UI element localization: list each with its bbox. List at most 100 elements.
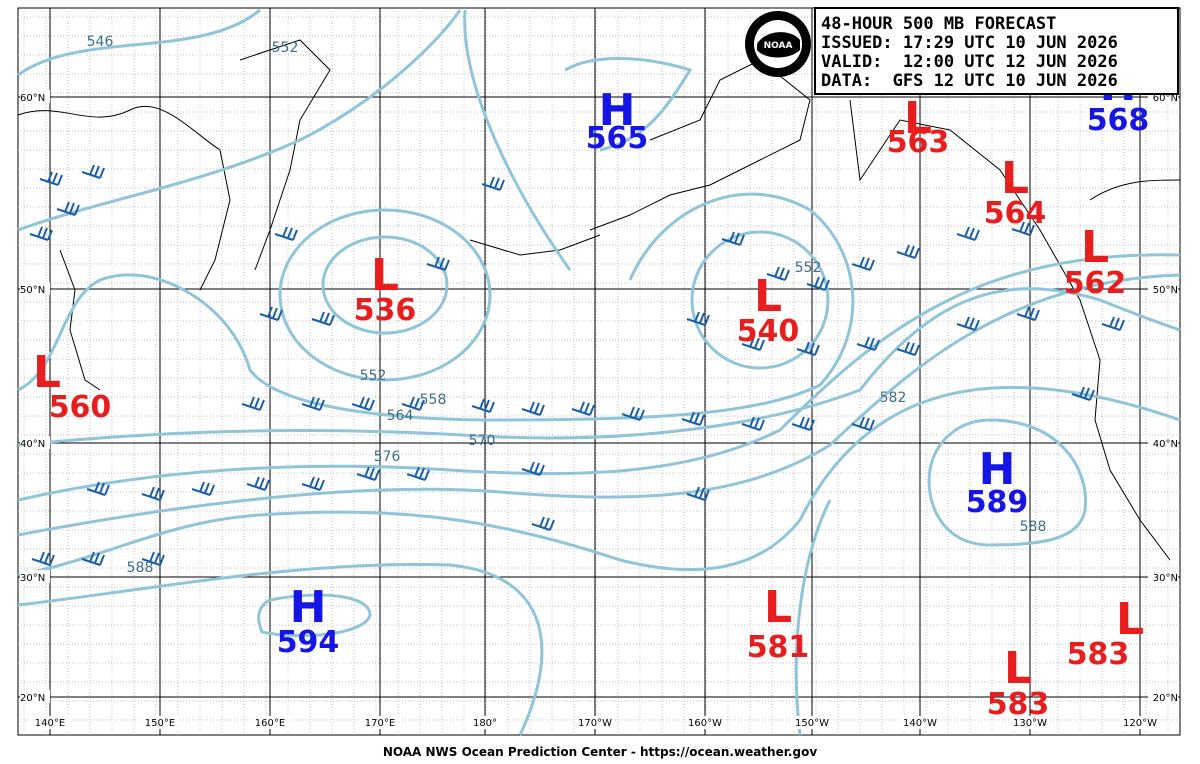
label-bg — [1010, 716, 1050, 729]
contour-label: 564 — [387, 408, 414, 424]
wind-barb — [141, 486, 165, 501]
wind-barb — [1016, 306, 1040, 321]
wind-barb — [29, 226, 53, 241]
label-bg — [1148, 690, 1178, 703]
height-contours — [17, 8, 1181, 736]
center-value: 583 — [1067, 637, 1130, 672]
longitude-label: 160°E — [255, 718, 285, 729]
longitude-label: 170°W — [578, 718, 612, 729]
header-line: 48-HOUR 500 MB FORECAST — [821, 14, 1056, 34]
latitude-label: 50°N — [1153, 285, 1178, 296]
center-letter: H — [979, 444, 1016, 495]
header-line: DATA: GFS 12 UTC 10 JUN 2026 — [821, 71, 1118, 91]
wind-barb — [481, 176, 505, 191]
latitude-label: 40°N — [1153, 439, 1178, 450]
contour-label: 588 — [1020, 519, 1047, 535]
center-letter: L — [1001, 153, 1029, 204]
contour-label: 558 — [420, 392, 447, 408]
label-bg — [465, 716, 505, 729]
wind-barb — [806, 276, 830, 291]
wind-barb — [191, 481, 215, 496]
wind-barb — [896, 341, 920, 356]
wind-barb — [81, 551, 105, 566]
center-value: 563 — [887, 125, 950, 160]
label-bg — [900, 716, 940, 729]
center-value: 565 — [586, 121, 649, 156]
label-bg — [1148, 282, 1178, 295]
label-bg — [1120, 716, 1160, 729]
wind-barb — [896, 244, 920, 259]
longitude-label: 120°W — [1123, 718, 1157, 729]
graticule-labels: 60°N 60°N 50°N 50°N 40°N 40°N 30°N 30°N 20°N 20°N… — [20, 90, 1178, 729]
wind-barb — [956, 226, 980, 241]
latitude-label: 30°N — [20, 573, 45, 584]
wind-barb — [741, 336, 765, 351]
wind-barb — [426, 256, 450, 271]
header-line: VALID: 12:00 UTC 12 JUN 2026 — [821, 52, 1118, 72]
wind-barb — [241, 396, 265, 411]
center-letter: L — [371, 250, 399, 301]
center-letter: L — [1116, 594, 1144, 645]
wind-barb — [531, 516, 555, 531]
wind-barb — [311, 311, 335, 326]
wind-barb — [621, 406, 645, 421]
center-value: 568 — [1087, 103, 1150, 138]
label-bg — [140, 716, 180, 729]
wind-barb — [56, 201, 80, 216]
label-bg — [575, 716, 615, 729]
wind-barb — [1071, 386, 1095, 401]
center-value: 562 — [1064, 266, 1127, 301]
contour-label: 552 — [360, 368, 387, 384]
longitude-label: 140°W — [903, 718, 937, 729]
latitude-label: 50°N — [20, 285, 45, 296]
center-letter: L — [1004, 643, 1032, 694]
center-letter: L — [904, 93, 932, 144]
wind-barb — [274, 226, 298, 241]
wind-barb — [856, 336, 880, 351]
wind-barb — [741, 416, 765, 431]
wind-barb — [521, 461, 545, 476]
map-frame — [17, 7, 1181, 736]
label-bg — [1148, 570, 1178, 583]
longitude-label: 140°E — [35, 718, 65, 729]
contour-labels: 546 552 552 558 564 570 576 588 582 588 552 — [87, 34, 1047, 576]
latitude-label: 30°N — [1153, 573, 1178, 584]
wind-barb — [851, 256, 875, 271]
contour-label: 546 — [87, 34, 114, 50]
contour-label: 570 — [469, 433, 496, 449]
header-line: ISSUED: 17:29 UTC 10 JUN 2026 — [821, 33, 1118, 53]
wind-barb — [791, 416, 815, 431]
wind-barb — [86, 481, 110, 496]
wind-barb — [571, 401, 595, 416]
wind-barb — [39, 171, 63, 186]
minor-grid — [18, 8, 1180, 735]
wind-barb — [356, 466, 380, 481]
wind-barb — [301, 476, 325, 491]
label-bg — [20, 570, 50, 583]
label-bg — [250, 716, 290, 729]
center-value: 564 — [984, 196, 1047, 231]
center-letter: L — [1081, 222, 1109, 273]
wind-barb — [1011, 221, 1035, 236]
latitude-label: 20°N — [20, 693, 45, 704]
wind-barb — [351, 396, 375, 411]
wind-barb — [301, 396, 325, 411]
longitude-label: 130°W — [1013, 718, 1047, 729]
wind-barb — [246, 476, 270, 491]
wind-barb — [681, 411, 705, 426]
wind-barb — [851, 416, 875, 431]
wind-barb — [81, 164, 105, 179]
wind-barb — [406, 466, 430, 481]
contour-label: 582 — [880, 390, 907, 406]
coastlines — [17, 39, 1181, 561]
center-letter: L — [754, 271, 782, 322]
contour-label: 588 — [127, 560, 154, 576]
wind-barb — [686, 486, 710, 501]
noaa-logo: NOAA — [745, 11, 811, 77]
contour-label: 552 — [272, 40, 299, 56]
center-value: 594 — [277, 625, 340, 660]
label-bg — [360, 716, 400, 729]
center-value: 536 — [354, 293, 417, 328]
label-bg — [1148, 436, 1178, 449]
